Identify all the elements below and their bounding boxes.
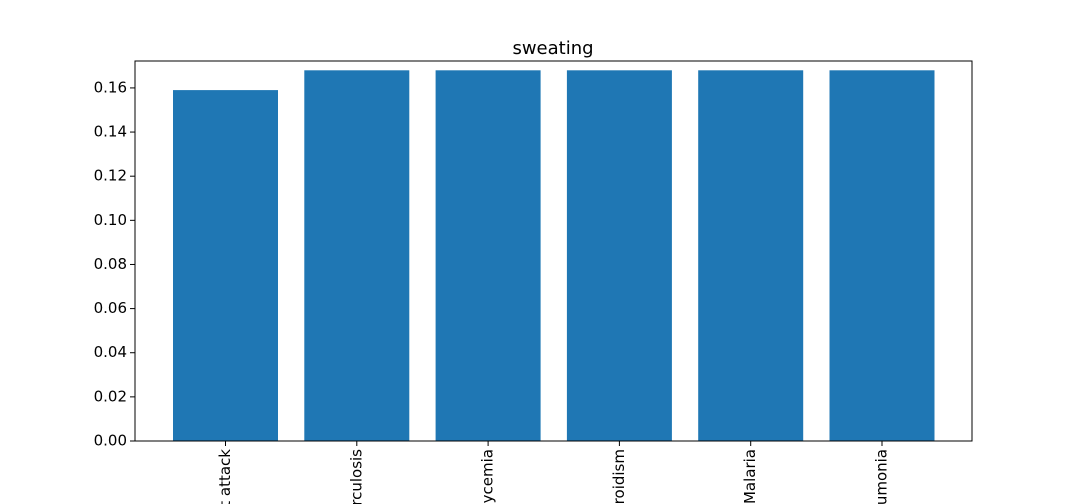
y-tick-label: 0.02: [94, 387, 127, 405]
chart-title: sweating: [512, 38, 593, 59]
y-tick-label: 0.12: [94, 167, 127, 185]
bar: [304, 70, 410, 442]
bar: [435, 70, 541, 442]
y-axis: 0.00 0.02 0.04 0.06 0.08 0.10 0.12 0.14 0.16: [94, 78, 135, 450]
y-tick-label: 0.00: [94, 432, 127, 450]
bar: [173, 90, 278, 441]
y-tick-label: 0.06: [94, 299, 127, 317]
x-tick-label: rculosis: [347, 449, 365, 504]
bar: [829, 70, 935, 442]
x-axis: t attack rculosis ycemia roidism Malaria umon…: [216, 441, 891, 504]
bar: [566, 70, 672, 442]
y-tick-label: 0.04: [94, 343, 127, 361]
y-tick-label: 0.08: [94, 255, 127, 273]
x-tick-label: Malaria: [741, 449, 759, 504]
x-tick-label: t attack: [216, 449, 234, 504]
x-tick-label: umonia: [873, 449, 891, 504]
bar: [698, 70, 804, 442]
x-tick-label: ycemia: [479, 449, 497, 503]
plot-frame: [134, 60, 973, 442]
y-tick-label: 0.14: [94, 123, 127, 141]
y-tick-label: 0.10: [94, 211, 127, 229]
x-tick-label: roidism: [610, 449, 628, 504]
y-tick-label: 0.16: [94, 78, 127, 96]
bars-layer: [173, 70, 935, 442]
